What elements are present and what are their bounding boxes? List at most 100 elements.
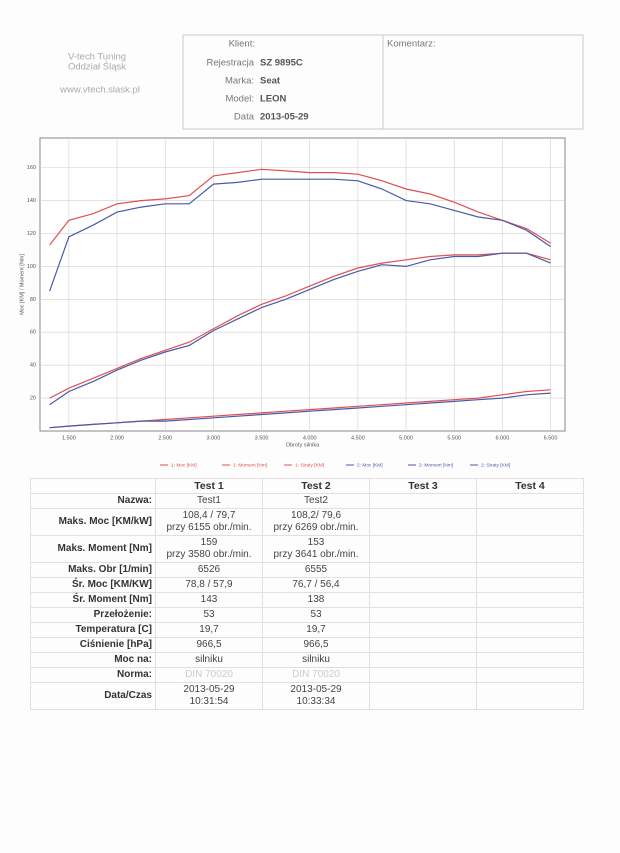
cell	[369, 592, 477, 608]
row-label: Nazwa:	[30, 493, 156, 509]
cell: 6555	[262, 562, 370, 578]
y-tick-label: 60	[30, 330, 36, 336]
cell: Test2	[262, 493, 370, 509]
series-line	[49, 252, 551, 399]
url: www.vtech.slask.pl	[59, 85, 140, 96]
cell: Test1	[155, 493, 263, 509]
cell	[369, 562, 477, 578]
cell: 78,8 / 57,9	[155, 577, 263, 593]
cell-line: 159	[200, 537, 218, 548]
cell-line: silniku	[302, 654, 330, 665]
cell	[476, 592, 584, 608]
cell	[476, 667, 584, 683]
cell: 966,5	[155, 637, 263, 653]
field-value: LEON	[260, 94, 287, 105]
row-label: Maks. Moment [Nm]	[30, 535, 156, 563]
x-tick-label: 4.000	[303, 435, 317, 441]
cell	[476, 535, 584, 563]
cell: DIN 70020	[155, 667, 263, 683]
y-tick-label: 160	[27, 165, 36, 171]
cell	[476, 508, 584, 536]
cell-line: DIN 70020	[185, 669, 233, 680]
x-tick-label: 2.000	[110, 435, 124, 441]
row: Ciśnienie [hPa] 966,5 966,5	[30, 637, 584, 653]
cell-line: 6526	[197, 564, 221, 575]
cell: 108,4 / 79,7 przy 6155 obr./min.	[155, 508, 263, 536]
x-axis-label: Obroty silnika	[286, 442, 320, 448]
cell-line: 2013-05-29	[290, 684, 342, 695]
cell: 6526	[155, 562, 263, 578]
cell: 19,7	[262, 622, 370, 638]
x-tick-label: 3.000	[207, 435, 221, 441]
cell	[476, 577, 584, 593]
row: Śr. Moment [Nm] 143 138	[30, 592, 584, 608]
row: Temperatura [C] 19,7 19,7	[30, 622, 584, 638]
legend-label: 2: Moc [KM]	[357, 462, 383, 468]
row: Przełożenie: 53 53	[30, 607, 584, 623]
cell: 138	[262, 592, 370, 608]
cell	[369, 622, 477, 638]
cell-line: DIN 70020	[292, 669, 340, 680]
field-value: SZ 9895C	[260, 58, 303, 69]
x-tick-label: 2.500	[158, 435, 172, 441]
series-line	[49, 252, 551, 406]
legend-label: 1: Moment [Nm]	[233, 462, 267, 468]
cell-line: 19,7	[306, 624, 326, 635]
cell-line: 6555	[304, 564, 328, 575]
cell	[369, 637, 477, 653]
cell	[476, 562, 584, 578]
cell: 966,5	[262, 637, 370, 653]
row-label: Data/Czas	[30, 682, 156, 710]
row: Data/Czas 2013-05-29 10:31:54 2013-05-29 10:…	[30, 682, 584, 710]
cell	[476, 493, 584, 509]
comment-label: Komentarz:	[387, 39, 436, 50]
cell-line: 108,2/ 79,6	[290, 510, 342, 521]
cell	[369, 652, 477, 668]
x-tick-label: 3.500	[255, 435, 269, 441]
legend-label: 1: Straty [KM]	[295, 462, 324, 468]
row-label: Ciśnienie [hPa]	[30, 637, 156, 653]
cell-line: 2013-05-29	[183, 684, 235, 695]
row-label: Śr. Moment [Nm]	[30, 592, 156, 608]
cell: 53	[155, 607, 263, 623]
cell-line: 138	[307, 594, 325, 605]
cell	[476, 622, 584, 638]
y-tick-label: 100	[27, 264, 36, 270]
cell-line: przy 3641 obr./min.	[273, 549, 359, 560]
row: Nazwa: Test1 Test2	[30, 493, 584, 509]
row: Maks. Moc [KM/kW] 108,4 / 79,7 przy 6155 o…	[30, 508, 584, 536]
legend-label: 2: Straty [KM]	[481, 462, 510, 468]
cell: 2013-05-29 10:33:34	[262, 682, 370, 710]
plot-area	[39, 137, 566, 432]
row: Maks. Moment [Nm] 159 przy 3580 obr./min. 1…	[30, 535, 584, 563]
field-label: Model:	[225, 94, 254, 105]
cell-line: 966,5	[303, 639, 329, 650]
row-label: Temperatura [C]	[30, 622, 156, 638]
x-tick-label: 1.500	[62, 435, 76, 441]
cell	[476, 607, 584, 623]
row-label: Maks. Obr [1/min]	[30, 562, 156, 578]
cell: 53	[262, 607, 370, 623]
cell-line: silniku	[195, 654, 223, 665]
cell: 159 przy 3580 obr./min.	[155, 535, 263, 563]
cell-line: 76,7 / 56,4	[292, 579, 340, 590]
cell	[369, 535, 477, 563]
cell-line: 53	[310, 609, 322, 620]
cell-line: 10:31:54	[189, 696, 229, 707]
company: Oddział Śląsk	[68, 61, 126, 73]
series-line	[49, 168, 551, 246]
x-tick-label: 6.500	[544, 435, 558, 441]
x-tick-label: 5.500	[447, 435, 461, 441]
client-title: Klient:	[229, 39, 255, 50]
cell	[369, 682, 477, 710]
header-cell: Test 4	[476, 478, 584, 494]
company: V-tech Tuning	[68, 52, 126, 63]
legend-label: 1: Moc [KM]	[171, 462, 197, 468]
row-label: Maks. Moc [KM/kW]	[30, 508, 156, 536]
cell: DIN 70020	[262, 667, 370, 683]
cell-line: Test1	[197, 495, 221, 506]
field-value: 2013-05-29	[260, 112, 309, 123]
cell: 153 przy 3641 obr./min.	[262, 535, 370, 563]
cell	[476, 637, 584, 653]
